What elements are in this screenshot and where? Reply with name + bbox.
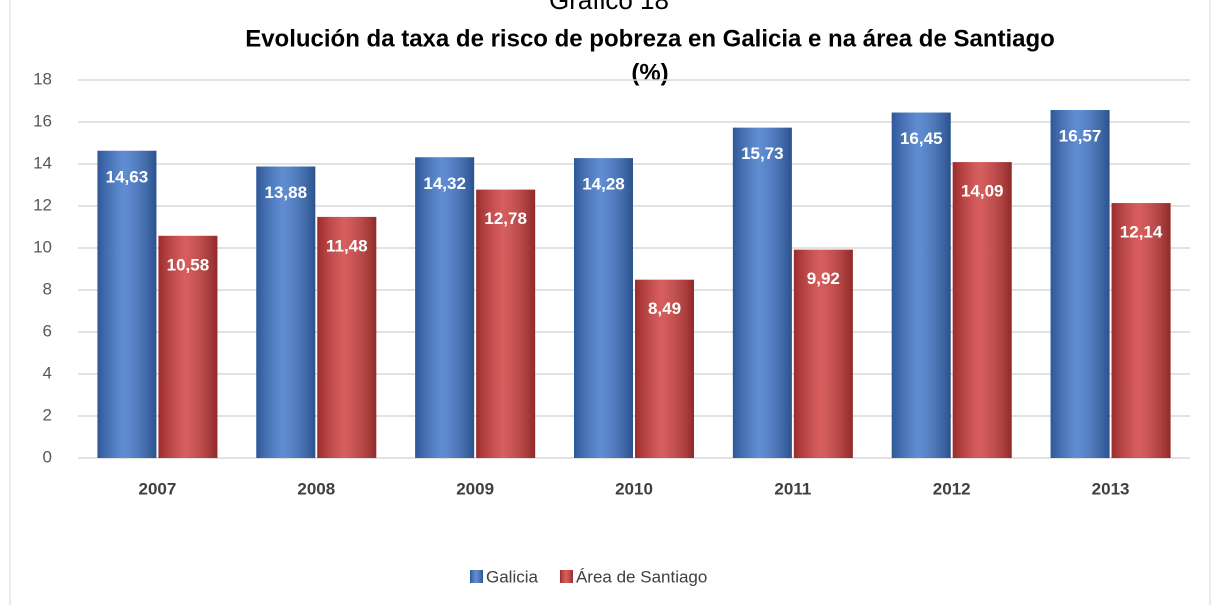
bar-shade — [732, 127, 792, 459]
value-label: 16,57 — [1059, 127, 1102, 146]
bar-shade — [952, 162, 1012, 459]
y-tick-label: 2 — [43, 405, 52, 424]
x-tick-label: 2007 — [139, 479, 177, 498]
value-label: 15,73 — [741, 144, 784, 163]
value-label: 16,45 — [900, 129, 943, 148]
value-label: 14,28 — [582, 175, 625, 194]
y-tick-label: 6 — [43, 321, 52, 340]
bar-shade — [793, 249, 853, 458]
value-label: 10,58 — [167, 255, 210, 274]
value-label: 9,92 — [807, 269, 840, 288]
x-tick-label: 2009 — [456, 479, 494, 498]
x-tick-label: 2011 — [774, 479, 811, 498]
chart-title: (%) — [631, 59, 668, 86]
y-tick-label: 10 — [33, 237, 52, 256]
value-label: 14,32 — [423, 174, 466, 193]
bar-shade — [574, 158, 633, 458]
x-tick-label: 2013 — [1092, 479, 1130, 498]
value-label: 8,49 — [648, 299, 681, 318]
value-label: 11,48 — [326, 236, 368, 255]
x-tick-label: 2010 — [615, 479, 653, 498]
bar-shade — [158, 235, 218, 458]
bar-shade — [891, 112, 951, 459]
y-tick-label: 14 — [33, 153, 52, 172]
value-label: 12,14 — [1120, 223, 1163, 242]
y-tick-label: 12 — [33, 195, 52, 214]
bar-shade — [415, 157, 475, 458]
chart-frame — [9, 0, 1211, 605]
y-tick-label: 0 — [43, 447, 52, 466]
chart-heading: Gráfico 18 — [549, 0, 669, 15]
y-tick-label: 16 — [33, 111, 52, 130]
y-tick-label: 4 — [43, 363, 52, 382]
chart-title: Evolución da taxa de risco de pobreza en… — [245, 25, 1055, 52]
value-label: 12,78 — [484, 209, 527, 228]
bar-shade — [97, 150, 157, 458]
legend-swatch-shade — [559, 570, 573, 583]
value-label: 14,09 — [961, 182, 1004, 201]
bar-shade — [635, 279, 694, 458]
y-tick-label: 18 — [33, 69, 52, 88]
legend-label: Área de Santiago — [576, 567, 707, 586]
bar-shade — [476, 189, 536, 458]
bar-shade — [1050, 110, 1110, 458]
bar-shade — [317, 216, 377, 458]
value-label: 14,63 — [106, 167, 149, 186]
bar-shade — [1111, 203, 1171, 458]
legend-label: Galicia — [486, 567, 539, 586]
legend-swatch-shade — [470, 570, 483, 583]
value-label: 13,88 — [265, 183, 308, 202]
y-tick-label: 8 — [43, 279, 52, 298]
x-tick-label: 2008 — [297, 479, 335, 498]
x-tick-label: 2012 — [933, 479, 971, 498]
bar-shade — [256, 166, 316, 458]
